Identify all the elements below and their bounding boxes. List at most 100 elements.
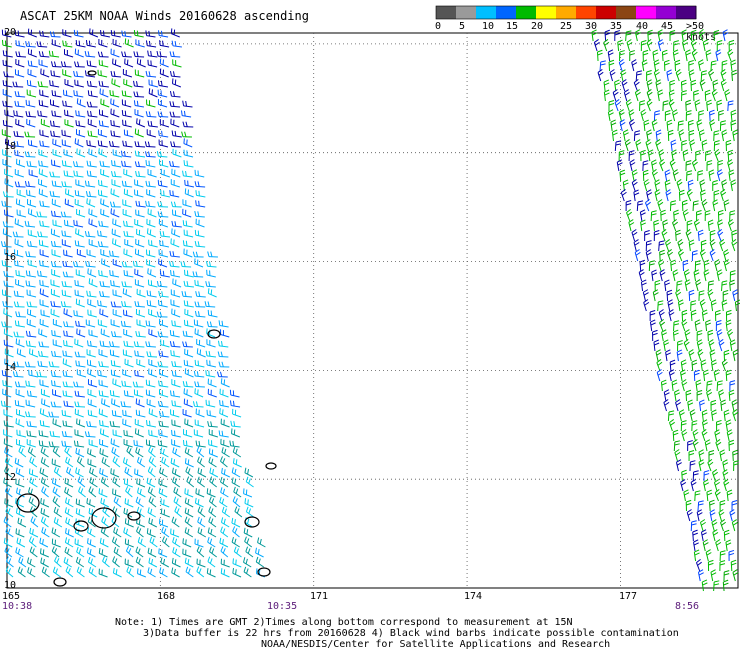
wind-barb [89, 28, 99, 38]
wind-barb [52, 389, 62, 398]
wind-barb [148, 408, 158, 418]
wind-barb [145, 389, 156, 398]
wind-barb [4, 486, 13, 498]
wind-barb [74, 61, 85, 68]
wind-barb [709, 119, 716, 132]
wind-barb [706, 99, 712, 112]
wind-barb [676, 179, 683, 192]
wind-barb [148, 368, 158, 378]
wind-barb [171, 320, 182, 328]
wind-barb [123, 248, 133, 258]
wind-barb [616, 159, 623, 172]
wind-barb [730, 559, 737, 572]
wind-barb [713, 140, 720, 152]
wind-barb [678, 189, 685, 202]
wind-barb [50, 130, 61, 138]
wind-barb [52, 219, 63, 228]
wind-barb [156, 151, 168, 158]
wind-barb [694, 490, 701, 502]
wind-barb [708, 169, 715, 182]
wind-barb [3, 280, 14, 288]
wind-barb [14, 381, 26, 388]
wind-barb [634, 89, 641, 102]
wind-barb [52, 496, 61, 508]
wind-barb [75, 179, 85, 188]
wind-barb [111, 536, 120, 548]
wind-barb [110, 208, 120, 218]
wind-barb [710, 60, 717, 72]
wind-barb [731, 519, 738, 532]
wind-barb [134, 268, 144, 278]
wind-barb [146, 528, 156, 538]
wind-barb [159, 230, 171, 238]
wind-barb [701, 579, 708, 592]
wind-barb [158, 389, 169, 398]
wind-barb [98, 148, 108, 158]
wind-barb [688, 289, 695, 302]
wind-barb [159, 40, 170, 48]
wind-barb [87, 368, 97, 378]
wind-barb [170, 457, 180, 468]
wind-barb [61, 239, 72, 248]
wind-barb [136, 506, 145, 518]
wind-barb [147, 567, 156, 578]
wind-barb [685, 110, 692, 122]
wind-barb [683, 269, 690, 282]
wind-barb [25, 340, 37, 348]
wind-barb [3, 477, 12, 488]
wind-barb [123, 527, 132, 538]
lat-label-14: 14 [4, 362, 17, 373]
wind-barb [700, 239, 707, 252]
wind-barb [122, 349, 133, 358]
wind-barb [625, 30, 632, 42]
wind-barb [207, 378, 217, 388]
wind-barb [729, 210, 736, 222]
wind-barb [64, 79, 74, 88]
wind-barb [87, 130, 98, 138]
wind-barb [39, 467, 49, 478]
wind-barb [39, 260, 50, 268]
wind-barb [708, 69, 715, 82]
wind-barb [171, 557, 181, 568]
wind-barb [720, 189, 727, 202]
wind-barb [145, 200, 156, 208]
wind-barb [169, 190, 180, 198]
wind-barb [15, 528, 25, 538]
wind-barb [157, 299, 168, 308]
wind-barb [26, 318, 36, 328]
wind-barb [112, 58, 122, 68]
wind-barb [159, 119, 170, 128]
wind-barb [170, 28, 180, 38]
wind-barb [87, 268, 97, 278]
wind-barb [732, 569, 739, 582]
wind-barb [677, 120, 684, 132]
wind-barb [664, 279, 670, 292]
wind-barb [76, 328, 86, 338]
wind-barb [109, 390, 120, 398]
wind-barb [244, 467, 254, 478]
wind-barb [170, 238, 180, 248]
wind-barb [25, 270, 36, 278]
wind-barb [682, 209, 689, 222]
wind-barb [133, 439, 144, 448]
wind-barb [183, 248, 193, 258]
wind-barb [684, 329, 691, 342]
wind-barb [245, 546, 254, 558]
wind-barb [38, 239, 49, 248]
wind-barb [65, 497, 74, 508]
wind-barb [640, 279, 647, 292]
wind-barb [709, 109, 715, 122]
wind-barb [39, 30, 50, 38]
wind-barb [640, 109, 647, 122]
wind-barb [52, 566, 61, 578]
wind-barb [145, 320, 156, 328]
wind-barb [74, 138, 84, 148]
map-title: ASCAT 25KM NOAA Winds 20160628 ascending [20, 9, 309, 23]
wind-barb [694, 260, 701, 272]
wind-barb [681, 379, 688, 392]
wind-barb [170, 118, 180, 128]
wind-barb [50, 370, 62, 378]
wind-barb [123, 309, 133, 318]
wind-barb [646, 189, 653, 202]
wind-barb [134, 161, 146, 168]
